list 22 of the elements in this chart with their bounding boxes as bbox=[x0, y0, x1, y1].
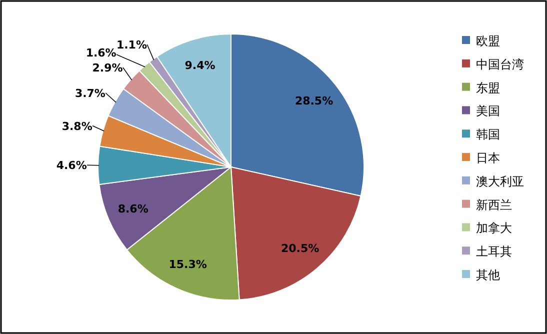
legend-label: 日本 bbox=[476, 151, 500, 165]
data-label: 20.5% bbox=[281, 242, 320, 255]
data-label: 28.5% bbox=[294, 94, 334, 108]
data-label: 4.6% bbox=[56, 159, 87, 172]
legend-label: 韩国 bbox=[476, 128, 500, 142]
data-label: 9.4% bbox=[184, 59, 216, 72]
legend-label: 新西兰 bbox=[476, 198, 512, 212]
legend-label: 美国 bbox=[476, 104, 500, 118]
legend-label: 土耳其 bbox=[476, 244, 512, 259]
legend-label: 东盟 bbox=[476, 80, 500, 95]
data-label: 2.9% bbox=[92, 62, 123, 74]
legend-label: 中国台湾 bbox=[476, 57, 524, 72]
data-label: 1.1% bbox=[116, 38, 147, 52]
data-label: 15.3% bbox=[168, 258, 207, 272]
legend-label: 加拿大 bbox=[476, 221, 512, 236]
data-label: 3.7% bbox=[74, 87, 106, 100]
data-label: 3.8% bbox=[62, 120, 92, 133]
legend-label: 其他 bbox=[476, 268, 500, 282]
data-label: 1.6% bbox=[86, 46, 116, 60]
legend-label: 澳大利亚 bbox=[476, 174, 524, 188]
data-label: 8.6% bbox=[118, 202, 148, 216]
legend-label: 欧盟 bbox=[476, 34, 500, 48]
